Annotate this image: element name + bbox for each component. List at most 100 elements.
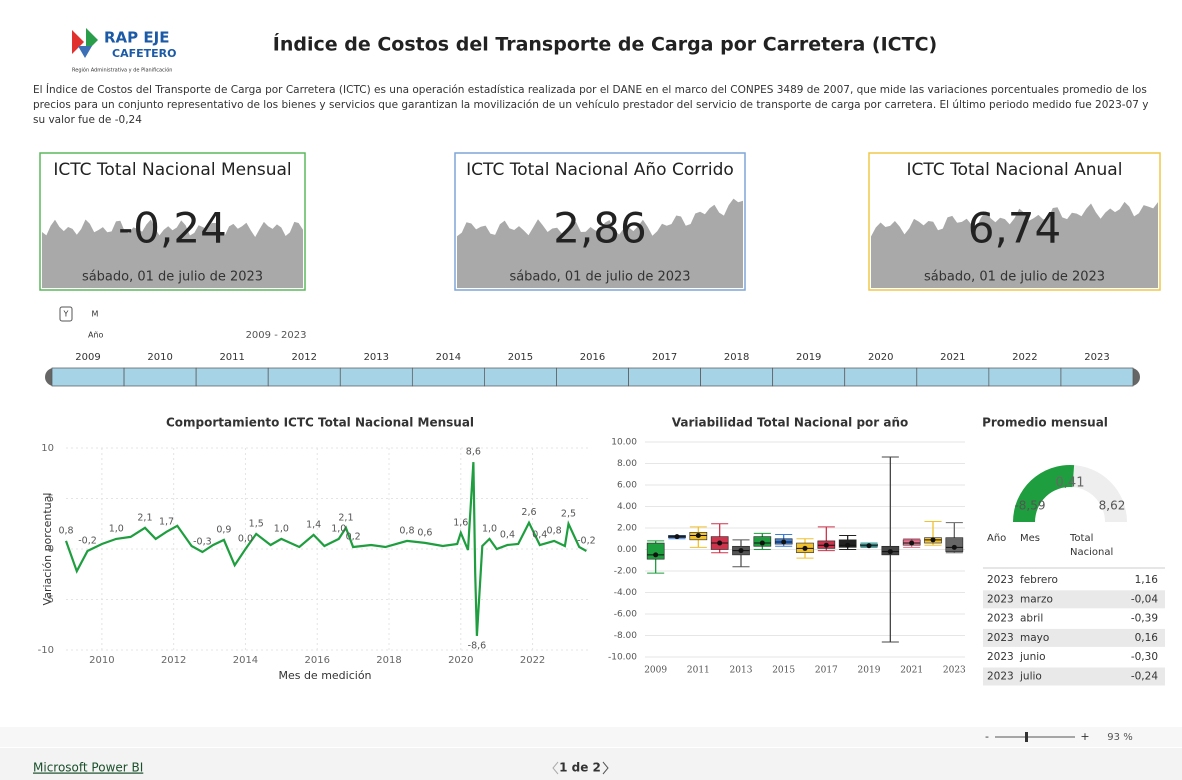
table-cell: 2023 [987,671,1014,683]
slicer-cell[interactable] [772,367,846,387]
table-cell: 2023 [987,613,1014,625]
slicer-year: 2012 [292,352,317,363]
next-page[interactable] [602,761,609,775]
zoom-out[interactable]: - [985,730,989,743]
data-label: 2,6 [521,507,536,518]
data-label: 0,8 [547,525,562,536]
table-cell: febrero [1020,574,1058,586]
card-value: 6,74 [968,204,1062,253]
slicer-cell[interactable] [988,367,1062,387]
slicer-cell[interactable] [51,367,125,387]
slicer-year: 2023 [1084,352,1109,363]
table-cell: 0,16 [1135,632,1159,644]
table-cell: -0,04 [1131,593,1158,605]
median-dot [909,540,915,546]
x-tick-label: 2022 [520,655,545,666]
slicer-year: 2009 [75,352,100,363]
data-label: 2,1 [338,512,353,523]
table-row-bg [983,628,1165,647]
mode-label: Y [63,310,69,319]
zoom-level: 93 % [1107,732,1132,743]
slicer-year: 2021 [940,352,965,363]
title: Índice de Costos del Transporte de Carga… [273,33,937,56]
median-dot [759,540,765,546]
table-cell: 1,16 [1135,574,1159,586]
x-tick-label: 2015 [772,666,795,676]
logo: RAP EJE CAFETERO Región Administrativa y… [72,28,176,74]
median-dot [738,548,744,554]
slicer-cell[interactable] [844,367,918,387]
slicer-cell[interactable] [556,367,629,387]
table-header: Año [987,533,1006,544]
box [945,537,964,552]
slicer-cell[interactable] [267,367,341,387]
chart-title: Variabilidad Total Nacional por año [672,416,909,430]
table-cell: -0,39 [1131,613,1158,625]
card-title: ICTC Total Nacional Año Corrido [466,160,734,180]
table-cell: julio [1019,671,1042,683]
median-dot [823,542,829,548]
table-header: Mes [1020,533,1040,544]
median-dot [695,533,701,539]
slicer-cell[interactable] [484,367,557,387]
data-label: 8,6 [466,447,481,458]
brand-link[interactable]: Microsoft Power BI [33,761,143,775]
data-label: -0,2 [577,536,596,547]
mode-label: M [92,310,99,319]
axis-title: Variación porcentual [41,493,54,606]
slicer-cell[interactable] [195,367,269,387]
zoom-in[interactable]: + [1080,730,1089,743]
logo-subtext: Región Administrativa y de Planificación [72,67,172,74]
median-dot [887,549,893,555]
slicer-cell[interactable] [628,367,701,387]
table-cell: 2023 [987,651,1014,663]
prev-page[interactable] [552,761,559,775]
slicer-cell[interactable] [123,367,197,387]
card-title: ICTC Total Nacional Mensual [53,160,291,180]
slicer-cell[interactable] [411,367,485,387]
table-row-bg [983,667,1165,686]
data-label: 1,6 [453,517,468,528]
slicer-cell[interactable] [916,367,990,387]
y-tick-label: 0 [48,544,54,555]
slicer-year: 2013 [364,352,389,363]
table-cell: -0,24 [1131,671,1158,683]
x-tick-label: 2014 [233,655,258,666]
y-tick-label: 0.00 [617,545,637,555]
gauge-min: -8,59 [1014,499,1045,513]
table-cell: 2023 [987,632,1014,644]
data-label: 0,4 [532,529,547,540]
y-tick-label: 4.00 [617,502,637,512]
zoom-thumb[interactable] [1025,732,1028,742]
data-label: -8,6 [468,640,487,651]
data-label: 2,5 [561,508,576,519]
x-tick-label: 2011 [687,666,710,676]
table-cell: abril [1020,613,1043,625]
x-tick-label: 2021 [900,666,923,676]
median-dot [930,537,936,543]
median-dot [674,534,680,540]
card-title: ICTC Total Nacional Anual [907,160,1123,180]
logo-text: RAP EJE [104,29,169,47]
data-label: 0,0 [238,534,253,545]
slicer-cell[interactable] [339,367,413,387]
gauge-value: 0,41 [1056,476,1085,491]
y-tick-label: 2.00 [617,524,637,534]
slicer-year: 2022 [1012,352,1037,363]
slicer-year: 2015 [508,352,533,363]
y-tick-label: 8.00 [617,459,637,469]
data-label: 1,0 [274,523,289,534]
mode-toggle[interactable] [59,306,73,322]
median-dot [845,542,851,548]
slicer-cell[interactable] [700,367,774,387]
description: El Índice de Costos del Transporte de Ca… [33,84,1149,126]
median-dot [781,539,787,545]
data-label: 1,0 [482,523,497,534]
x-tick-label: 2017 [815,666,838,676]
data-label: 1,0 [109,523,124,534]
card-date: sábado, 01 de julio de 2023 [924,270,1105,285]
slicer-cell[interactable] [1060,367,1134,387]
median-dot [951,544,957,550]
